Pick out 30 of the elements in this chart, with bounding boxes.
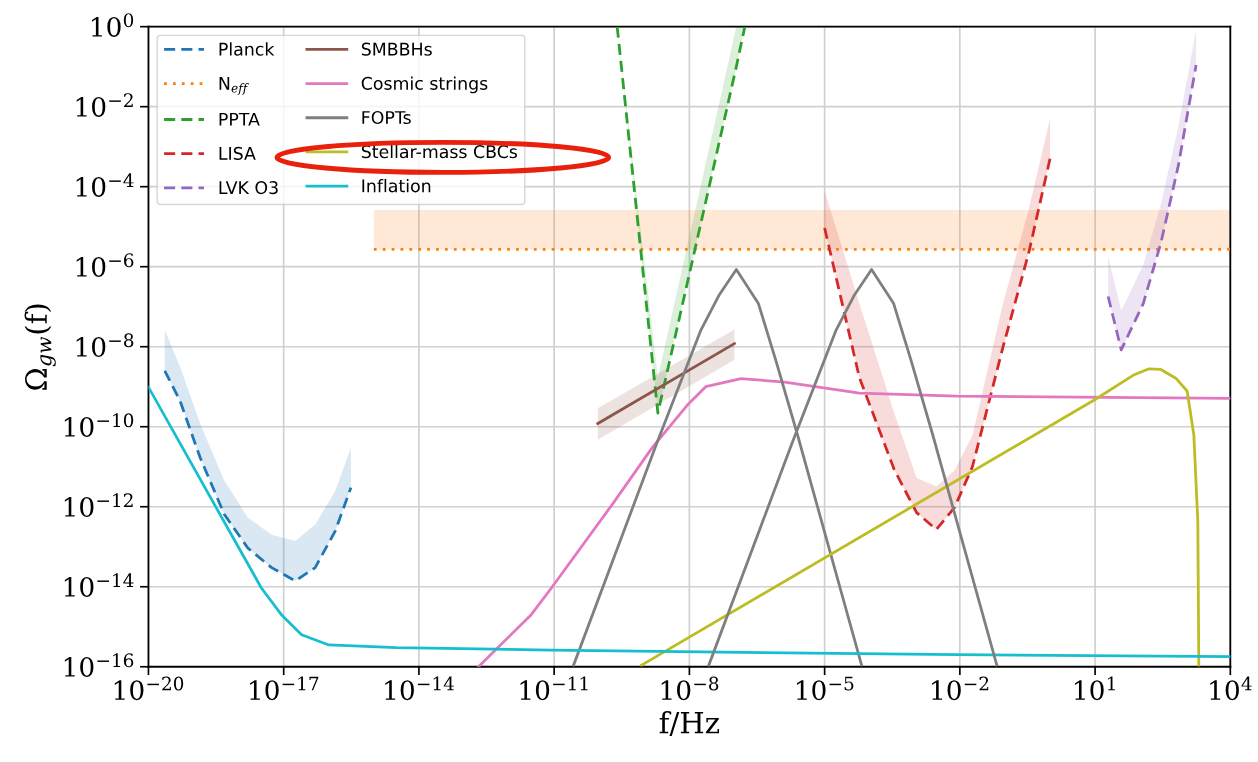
legend-label: SMBBHs (361, 42, 432, 56)
x-tick-label: 10$^{1}$ (1075, 676, 1115, 701)
y-tick-label: 10$^{−4}$ (76, 173, 134, 197)
y-tick-label: 10$^{−2}$ (76, 93, 133, 117)
y-tick-label: 10$^{−16}$ (64, 653, 134, 677)
y-tick-label: 10$^{−10}$ (64, 413, 134, 437)
x-tick-label: 10$^{−2}$ (932, 676, 989, 701)
legend-label: LVK O3 (219, 181, 278, 195)
legend-label: PPTA (219, 112, 260, 126)
legend-label: N$_{eff}$ (219, 76, 250, 95)
x-tick-label: 10$^{4}$ (1210, 676, 1252, 701)
y-tick-label: 10$^{−6}$ (76, 253, 134, 277)
legend-label: Stellar-mass CBCs (361, 144, 518, 159)
y-tick-label: 10$^{−14}$ (64, 573, 134, 597)
legend-label: Cosmic strings (361, 76, 488, 94)
legend-label: Inflation (362, 178, 431, 193)
y-tick-label: 10$^{0}$ (92, 13, 134, 37)
legend-label: LISA (219, 146, 256, 160)
x-tick-label: 10$^{−17}$ (250, 676, 319, 701)
y-tick-label: 10$^{−12}$ (64, 493, 133, 517)
legend-label: FOPTs (362, 110, 411, 125)
y-axis-title: Ω$_{gw}$(f) (24, 304, 56, 390)
x-tick-label: 10$^{−14}$ (385, 676, 454, 701)
x-tick-label: 10$^{−20}$ (114, 676, 184, 701)
x-tick-label: 10$^{−5}$ (796, 676, 854, 701)
y-tick-label: 10$^{−8}$ (76, 333, 134, 357)
legend-label: Planck (219, 42, 275, 56)
x-tick-label: 10$^{−8}$ (661, 676, 719, 701)
x-tick-label: 10$^{−11}$ (520, 676, 588, 701)
x-axis-title: f/Hz (659, 711, 720, 736)
